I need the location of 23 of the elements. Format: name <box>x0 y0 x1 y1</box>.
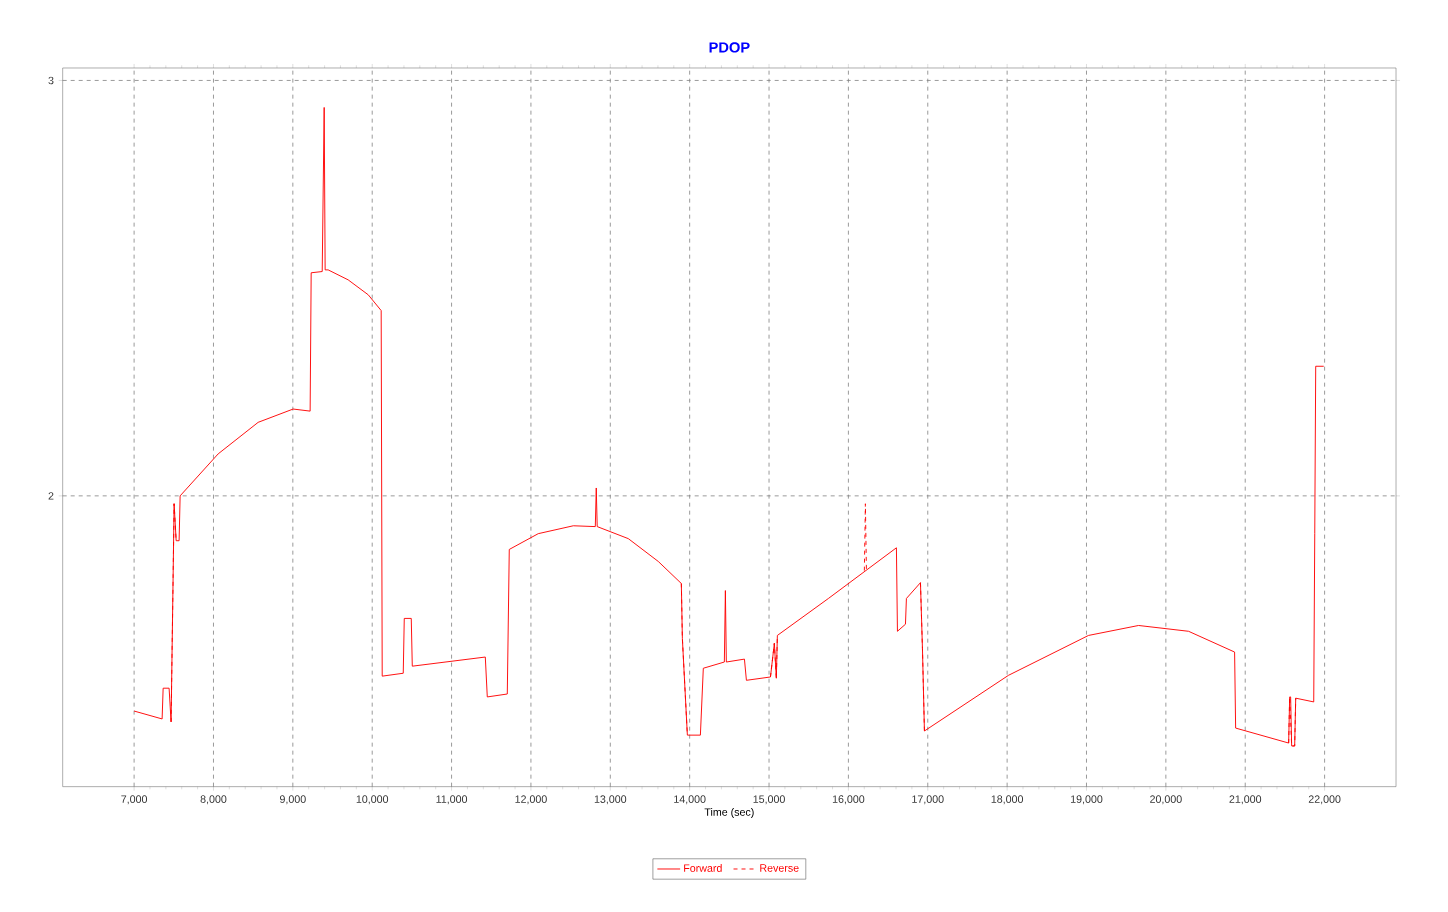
y-tick-label: 2 <box>48 492 54 500</box>
x-tick-label: 10,000 <box>356 795 389 805</box>
chart-title: PDOP <box>709 42 750 53</box>
x-axis-title: Time (sec) <box>704 807 754 818</box>
x-tick-label: 11,000 <box>436 795 468 805</box>
x-tick-label: 12,000 <box>515 795 547 805</box>
x-tick-label: 16,000 <box>832 795 865 805</box>
x-tick-label: 20,000 <box>1150 795 1182 805</box>
x-tick-label: 21,000 <box>1229 795 1262 805</box>
x-tick-label: 19,000 <box>1071 795 1103 805</box>
x-tick-label: 9,000 <box>279 795 306 805</box>
x-tick-label: 18,000 <box>991 795 1024 805</box>
line-series <box>133 106 1325 747</box>
x-tick-label: 15,000 <box>753 795 785 805</box>
x-tick-label: 22,000 <box>1308 795 1341 805</box>
legend-label: Forward <box>684 864 722 872</box>
x-tick-label: 8,000 <box>200 795 227 805</box>
x-tick-label: 7,000 <box>121 795 148 805</box>
x-tick-label: 14,000 <box>674 795 706 805</box>
x-tick-label: 17,000 <box>912 795 944 805</box>
x-tick-label: 13,000 <box>594 795 627 805</box>
legend-label: Reverse <box>760 864 799 872</box>
y-tick-label: 3 <box>48 76 54 85</box>
